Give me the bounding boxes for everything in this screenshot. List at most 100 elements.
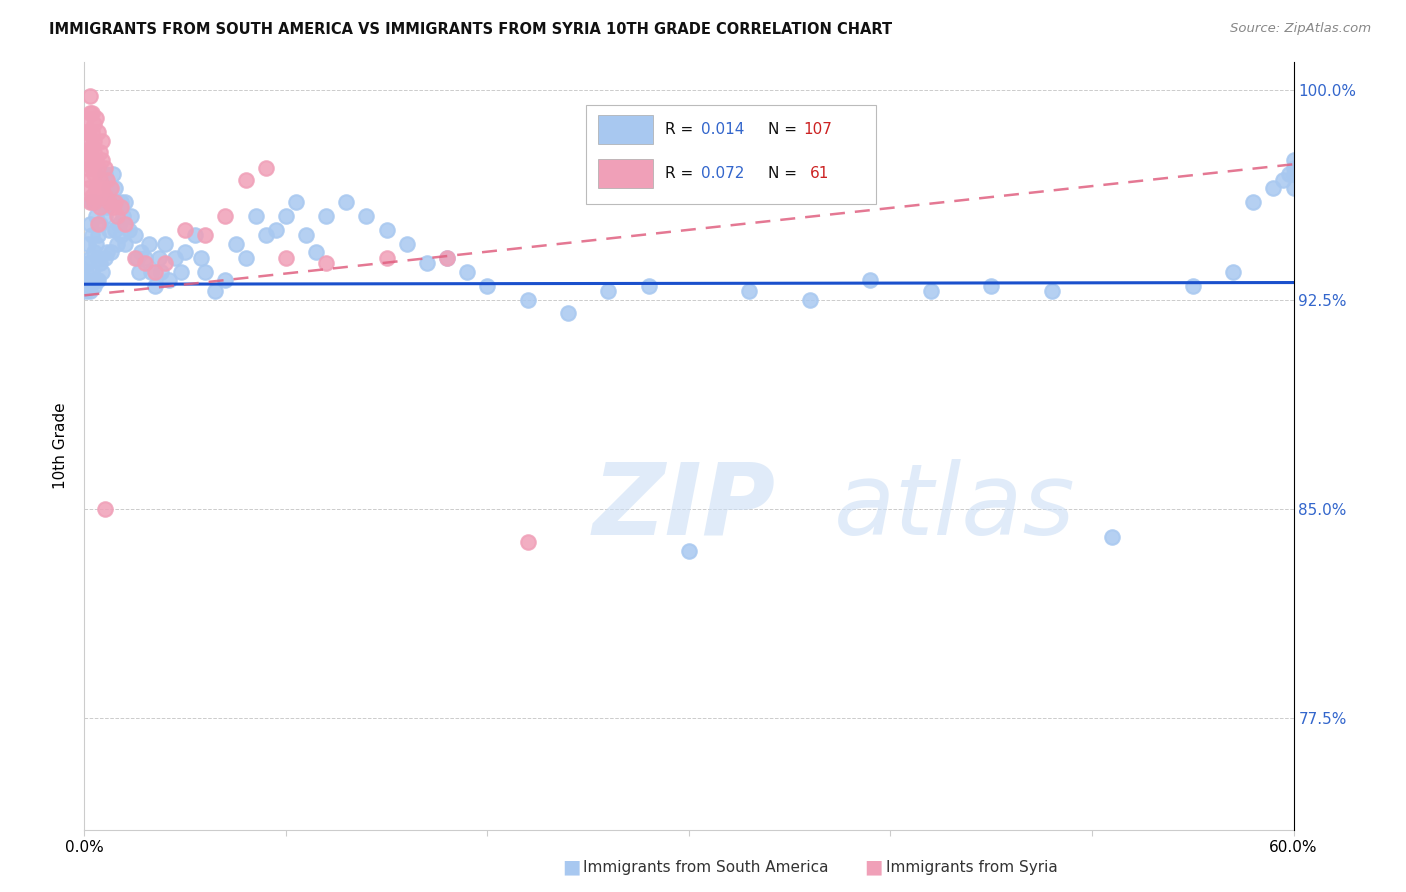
Point	[87, 217, 110, 231]
Point	[1282, 153, 1305, 167]
Point	[1282, 181, 1305, 195]
Point	[516, 535, 538, 549]
Text: atlas: atlas	[834, 458, 1076, 556]
Text: ZIP: ZIP	[592, 458, 775, 556]
Point	[235, 251, 257, 265]
Point	[174, 245, 197, 260]
Point	[799, 293, 821, 307]
Point	[87, 189, 110, 203]
Point	[83, 194, 105, 209]
Point	[214, 273, 236, 287]
Point	[91, 265, 114, 279]
Point	[77, 161, 100, 176]
Point	[83, 134, 105, 148]
Point	[75, 284, 97, 298]
Point	[77, 145, 100, 159]
Point	[97, 223, 120, 237]
Point	[859, 273, 882, 287]
Point	[105, 236, 128, 251]
Text: Immigrants from South America: Immigrants from South America	[583, 860, 830, 874]
Point	[89, 145, 111, 159]
Point	[138, 236, 160, 251]
Point	[97, 181, 120, 195]
Point	[148, 251, 170, 265]
Point	[125, 251, 148, 265]
Point	[114, 217, 136, 231]
Point	[395, 236, 418, 251]
Point	[87, 251, 110, 265]
Point	[1263, 181, 1285, 195]
Point	[375, 223, 398, 237]
Point	[86, 273, 108, 287]
Point	[79, 172, 101, 186]
Point	[91, 181, 114, 195]
Text: R =: R =	[665, 166, 697, 181]
Point	[375, 251, 398, 265]
Point	[295, 228, 318, 243]
Point	[86, 181, 108, 195]
Point	[124, 228, 146, 243]
Point	[100, 181, 122, 195]
Text: 0.072: 0.072	[702, 166, 744, 181]
Text: N =: N =	[768, 121, 801, 136]
Point	[1278, 167, 1301, 181]
Point	[104, 223, 127, 237]
Point	[93, 501, 115, 516]
Point	[87, 228, 110, 243]
Point	[79, 89, 101, 103]
Point	[75, 125, 97, 139]
Text: IMMIGRANTS FROM SOUTH AMERICA VS IMMIGRANTS FROM SYRIA 10TH GRADE CORRELATION CH: IMMIGRANTS FROM SOUTH AMERICA VS IMMIGRA…	[49, 22, 893, 37]
FancyBboxPatch shape	[586, 104, 876, 204]
Point	[1040, 284, 1063, 298]
Point	[128, 265, 150, 279]
Point	[153, 256, 176, 270]
Point	[105, 209, 128, 223]
Point	[143, 265, 166, 279]
Point	[93, 161, 115, 176]
Point	[86, 153, 108, 167]
Point	[83, 194, 105, 209]
Point	[516, 293, 538, 307]
Point	[254, 228, 277, 243]
Point	[89, 217, 111, 231]
Point	[83, 278, 105, 293]
Point	[194, 228, 217, 243]
Point	[170, 265, 193, 279]
Point	[87, 161, 110, 176]
Point	[82, 228, 104, 243]
Point	[83, 117, 105, 131]
Point	[678, 543, 700, 558]
Point	[93, 167, 115, 181]
Point	[79, 251, 101, 265]
Point	[96, 245, 118, 260]
Point	[97, 194, 120, 209]
Point	[79, 153, 101, 167]
Point	[104, 194, 127, 209]
Point	[134, 251, 156, 265]
Point	[77, 236, 100, 251]
Point	[124, 251, 146, 265]
Point	[477, 278, 499, 293]
Point	[86, 112, 108, 126]
Point	[118, 223, 141, 237]
Text: Immigrants from Syria: Immigrants from Syria	[886, 860, 1057, 874]
Point	[1101, 530, 1123, 544]
Text: 61: 61	[810, 166, 830, 181]
Point	[1282, 167, 1305, 181]
Point	[96, 201, 118, 215]
Point	[75, 265, 97, 279]
Point	[738, 284, 761, 298]
FancyBboxPatch shape	[599, 114, 652, 144]
Point	[436, 251, 458, 265]
Point	[89, 201, 111, 215]
Point	[120, 209, 142, 223]
Point	[143, 278, 166, 293]
Point	[83, 245, 105, 260]
Point	[91, 153, 114, 167]
Point	[82, 189, 104, 203]
Point	[139, 265, 162, 279]
Point	[83, 145, 105, 159]
Point	[107, 217, 129, 231]
Point	[149, 265, 172, 279]
Point	[101, 201, 124, 215]
